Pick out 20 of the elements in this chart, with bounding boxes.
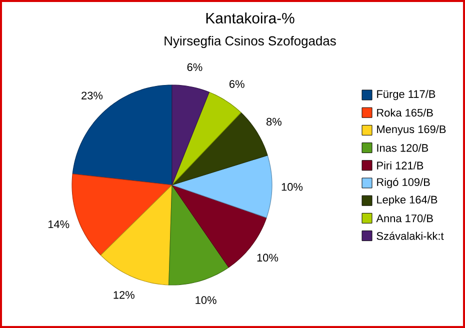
legend-label: Piri 121/B (377, 161, 424, 170)
data-label: 10% (282, 183, 303, 191)
chart-subtitle: Nyirsegfia Csinos Szofogadas (164, 36, 336, 48)
data-label: 6% (187, 63, 202, 72)
legend-label: Menyus 169/B (377, 125, 446, 136)
legend-label: Inas 120/B (377, 144, 428, 152)
data-label: 6% (230, 80, 244, 88)
legend-label: Lepke 164/B (377, 195, 438, 206)
legend-label: Anna 170/B (376, 214, 433, 222)
legend-label: Rigó 109/B (377, 178, 430, 188)
data-label: 10% (196, 296, 216, 304)
legend-label: Roka 165/B (377, 108, 433, 117)
data-label: 12% (114, 291, 134, 299)
data-label: 10% (257, 254, 278, 262)
data-label: 14% (48, 220, 70, 228)
data-label: 23% (82, 92, 103, 100)
data-label: 8% (266, 118, 282, 126)
chart-title: Kantakoira-% (206, 12, 294, 24)
legend-label: Szávalaki-kk:t (376, 232, 444, 240)
legend-label: Fürge 117/B (377, 90, 436, 100)
